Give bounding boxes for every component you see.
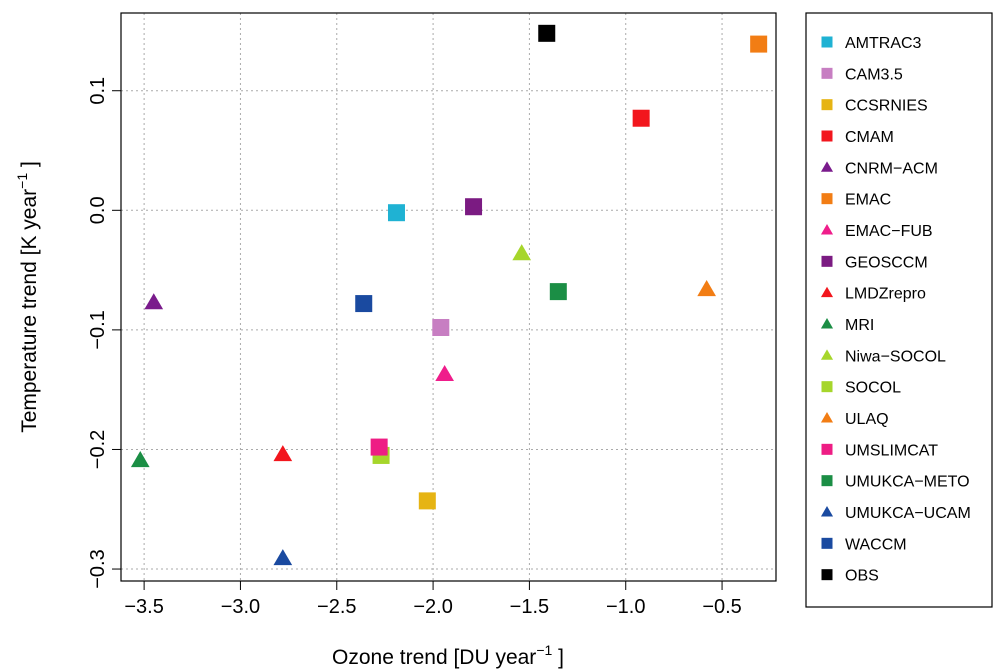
legend-marker-emac-fub (820, 224, 834, 235)
x-axis-label: Ozone trend [DU year−1 ] (332, 642, 564, 669)
point-emac (750, 35, 768, 53)
legend-marker-socol (821, 381, 833, 393)
point-cam3-5 (432, 318, 450, 336)
legend-marker-umukca-meto (821, 475, 833, 487)
legend-label-emac: EMAC (845, 192, 891, 209)
x-tick-label: −3.0 (221, 596, 260, 618)
legend-marker-niwa-socol (820, 349, 834, 360)
legend-label-niwa-socol: Niwa−SOCOL (845, 348, 946, 365)
legend-label-umslimcat: UMSLIMCAT (845, 442, 938, 459)
legend-label-cmam: CMAM (845, 129, 894, 146)
legend-label-waccm: WACCM (845, 536, 907, 553)
x-tick-label: −2.0 (413, 596, 452, 618)
legend-marker-geosccm (821, 255, 833, 267)
legend-marker-cmam (821, 130, 833, 142)
legend-marker-lmdzrepro (820, 286, 834, 298)
legend-label-umukca-ucam: UMUKCA−UCAM (845, 505, 971, 522)
legend-marker-mri (820, 318, 834, 329)
legend-label-ulaq: ULAQ (845, 411, 889, 428)
legend-label-cnrm-acm: CNRM−ACM (845, 160, 938, 177)
legend-marker-cnrm-acm (820, 161, 834, 172)
legend-marker-umukca-ucam (820, 506, 834, 517)
point-obs (538, 24, 556, 42)
y-tick-label: −0.1 (87, 310, 109, 349)
y-tick-label: −0.3 (87, 549, 109, 588)
legend-marker-ccsrnies (821, 99, 833, 111)
point-ulaq (697, 280, 716, 297)
legend: AMTRAC3 CAM3.5 CCSRNIES CMAM CNRM−ACM EMAC EMA… (820, 35, 971, 585)
point-mri (130, 451, 150, 468)
legend-label-amtrac3: AMTRAC3 (845, 35, 922, 52)
legend-label-ccsrnies: CCSRNIES (845, 98, 928, 115)
y-axis: −0.3 −0.2 −0.1 0.0 0.1 (87, 77, 121, 589)
legend-marker-obs (821, 569, 833, 581)
x-tick-label: −0.5 (702, 596, 741, 618)
point-emac-fub (435, 364, 454, 382)
point-niwa-socol (512, 244, 532, 261)
point-waccm (355, 295, 373, 313)
legend-marker-umslimcat (821, 443, 833, 455)
point-cnrm-acm (144, 293, 164, 310)
point-umukca-meto (549, 283, 567, 301)
legend-label-cam3-5: CAM3.5 (845, 66, 903, 83)
legend-box (805, 12, 993, 608)
legend-label-umukca-meto: UMUKCA−METO (845, 474, 970, 491)
legend-label-lmdzrepro: LMDZrepro (845, 286, 926, 303)
point-umslimcat (370, 438, 388, 456)
x-axis: −3.5 −3.0 −2.5 −2.0 −1.5 −1.0 −0.5 (124, 581, 742, 618)
y-axis-label: Temperature trend [K year−1 ] (14, 161, 41, 433)
legend-label-emac-fub: EMAC−FUB (845, 223, 933, 240)
legend-marker-ulaq (820, 412, 834, 423)
x-tick-label: −2.5 (317, 596, 356, 618)
x-tick-label: −1.5 (510, 596, 549, 618)
point-ccsrnies (418, 492, 436, 510)
x-tick-label: −1.0 (606, 596, 645, 618)
legend-label-geosccm: GEOSCCM (845, 254, 928, 271)
grid-lines (121, 13, 776, 581)
legend-marker-amtrac3 (821, 36, 833, 48)
point-geosccm (465, 198, 483, 216)
legend-marker-cam3-5 (821, 67, 833, 79)
x-tick-label: −3.5 (124, 596, 163, 618)
legend-marker-waccm (821, 537, 833, 549)
point-amtrac3 (387, 204, 405, 222)
data-points (130, 24, 768, 566)
legend-marker-emac (821, 193, 833, 205)
plot-frame (120, 12, 777, 582)
y-tick-label: 0.0 (87, 196, 109, 224)
point-lmdzrepro (273, 445, 293, 462)
point-cmam (632, 109, 650, 127)
legend-label-obs: OBS (845, 568, 879, 585)
y-tick-label: 0.1 (87, 77, 109, 105)
point-umukca-ucam (273, 549, 293, 566)
legend-label-mri: MRI (845, 317, 874, 334)
y-tick-label: −0.2 (87, 430, 109, 469)
legend-label-socol: SOCOL (845, 380, 901, 397)
